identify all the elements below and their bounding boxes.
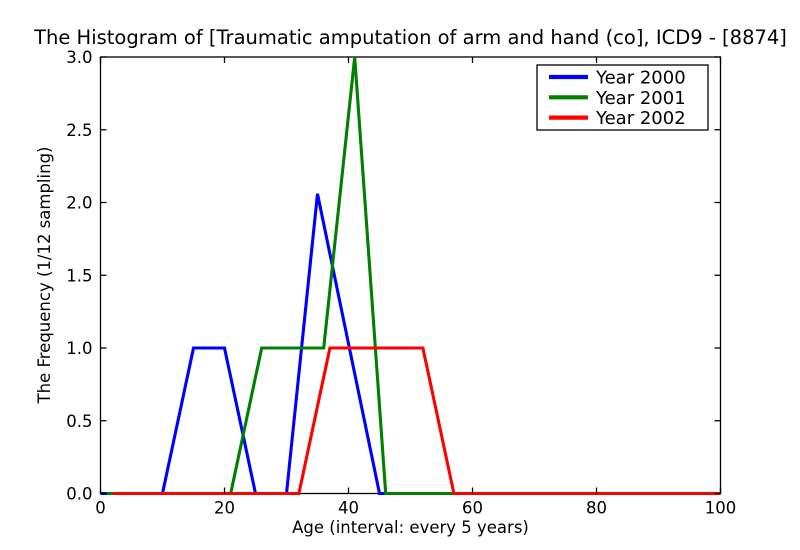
series-line-year-2002 (112, 346, 721, 496)
x-tick-label: 0 (95, 499, 106, 518)
y-tick-label: 2.5 (66, 121, 92, 140)
series-line-year-2000 (100, 193, 721, 496)
y-tick-label: 0.5 (66, 412, 92, 431)
y-tick-label: 3.0 (66, 48, 92, 67)
x-tick-label: 100 (705, 499, 737, 518)
x-tick-label: 60 (462, 499, 483, 518)
x-tick-label: 80 (586, 499, 607, 518)
chart-title: The Histogram of [Traumatic amputation o… (33, 26, 787, 49)
legend-label: Year 2001 (595, 88, 686, 109)
plot-area: 0 20 40 60 80 100 0.0 0.5 1.0 1.5 2.0 2.5 3.0 Year 20… (66, 48, 736, 518)
y-tick-label: 0.0 (66, 485, 92, 504)
y-tick-label: 1.5 (66, 266, 92, 285)
x-axis-label: Age (interval: every 5 years) (292, 518, 529, 537)
x-tick-label: 40 (338, 499, 359, 518)
y-axis-label: The Frequency (1/12 sampling) (35, 147, 54, 405)
y-tick-label: 1.0 (66, 339, 92, 358)
x-tick-label: 20 (214, 499, 235, 518)
legend-label: Year 2000 (595, 68, 686, 89)
legend-label: Year 2002 (595, 108, 686, 129)
y-tick-label: 2.0 (66, 194, 92, 213)
